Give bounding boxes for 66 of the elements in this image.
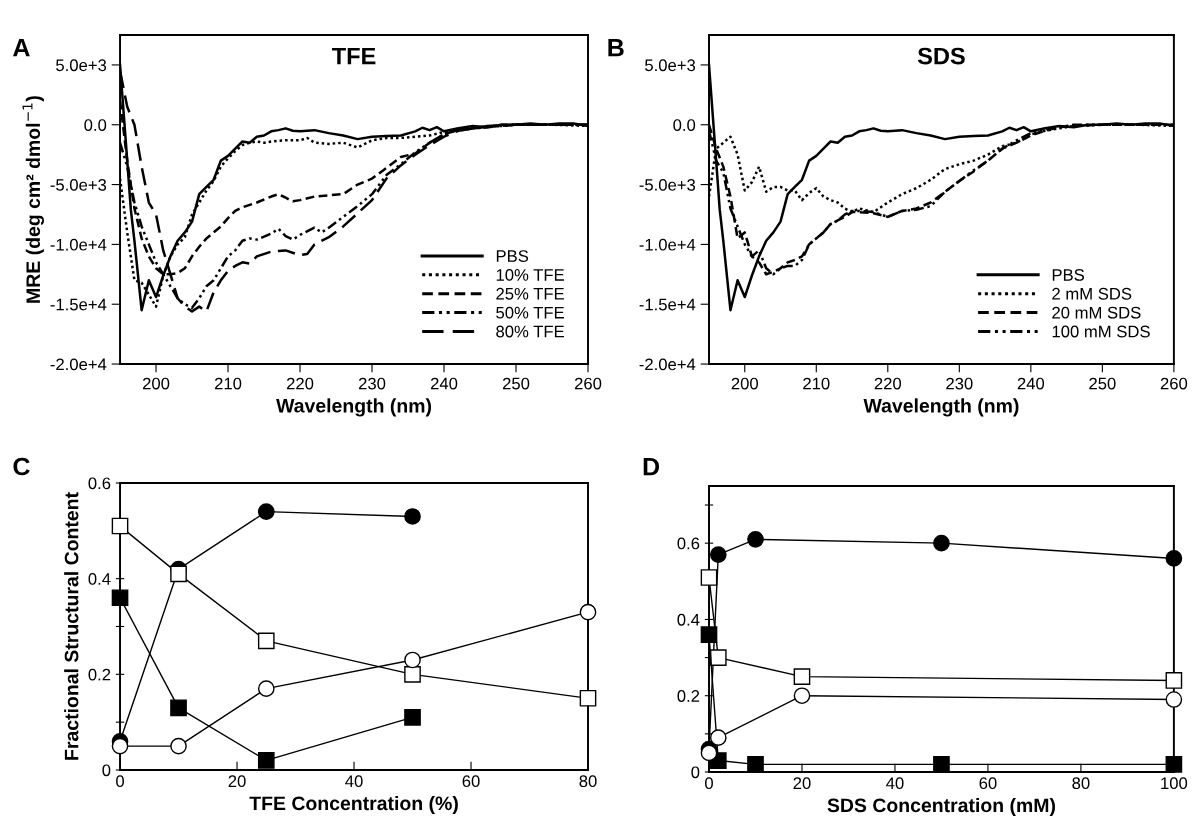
legend-label: PBS — [1052, 269, 1085, 281]
x-tick-label: 40 — [345, 775, 363, 788]
y-tick-label: 5.0e+3 — [56, 59, 107, 72]
chart-title: TFE — [331, 47, 376, 65]
y-axis-title: MRE (deg cm² dmol$^{−1}$) — [22, 96, 45, 303]
chart-title: SDS — [917, 47, 965, 65]
x-tick-label: 60 — [462, 775, 480, 788]
y-tick-label: -1.5e+4 — [50, 298, 107, 311]
y-tick-label: -5.0e+3 — [50, 178, 107, 191]
x-tick-label: 220 — [286, 377, 314, 390]
y-tick-label: 0.6 — [677, 537, 700, 550]
x-axis-title: Wavelength (nm) — [863, 398, 1019, 417]
x-axis-title: SDS Concentration (mM) — [827, 797, 1055, 817]
legend-label: 20 mM SDS — [1052, 306, 1141, 319]
x-tick-label: 240 — [1017, 377, 1045, 390]
x-tick-label: 200 — [731, 377, 759, 390]
x-tick-label: 260 — [1160, 377, 1188, 390]
text: B — [608, 39, 624, 57]
y-tick-label: 0.4 — [88, 573, 111, 585]
legend-label: PBS — [496, 250, 529, 262]
y-tick-label: -2.0e+4 — [50, 358, 107, 371]
y-tick-label: 0.6 — [88, 477, 111, 490]
y-tick-label: -2.0e+4 — [639, 358, 696, 371]
y-tick-label: -5.0e+3 — [639, 178, 696, 191]
x-tick-label: 100 — [1161, 777, 1188, 790]
x-tick-label: 0 — [116, 775, 125, 788]
x-tick-label: 250 — [1089, 377, 1116, 390]
x-tick-label: 200 — [142, 377, 170, 390]
legend-label: 2 mM SDS — [1052, 287, 1132, 300]
y-tick-label: -1.0e+4 — [639, 238, 696, 251]
y-tick-label: 0 — [102, 764, 111, 777]
x-tick-label: 240 — [430, 377, 458, 390]
legend-label: 10% TFE — [496, 269, 564, 281]
y-tick-label: 0.0 — [84, 119, 107, 131]
legend-label: 80% TFE — [496, 325, 564, 338]
text: D — [643, 458, 660, 476]
x-tick-label: 0 — [705, 777, 713, 790]
x-tick-label: 40 — [886, 777, 904, 790]
x-tick-label: 210 — [214, 377, 242, 390]
y-tick-label: 0.4 — [677, 613, 700, 626]
x-tick-label: 80 — [579, 775, 597, 788]
y-tick-label: -1.0e+4 — [50, 238, 107, 251]
x-tick-label: 230 — [358, 377, 386, 390]
y-tick-label: 0 — [691, 766, 700, 779]
legend-label: 100 mM SDS — [1052, 325, 1150, 338]
x-tick-label: 210 — [803, 377, 830, 390]
x-tick-label: 230 — [946, 377, 973, 390]
x-tick-label: 20 — [793, 777, 811, 790]
x-tick-label: 60 — [979, 777, 997, 790]
y-tick-label: 5.0e+3 — [645, 59, 696, 72]
x-tick-label: 260 — [574, 377, 602, 390]
x-tick-label: 20 — [228, 775, 246, 788]
x-tick-label: 220 — [874, 377, 902, 390]
y-axis-title: Fractional Structural Content — [64, 492, 79, 760]
y-tick-label: 0.0 — [673, 119, 696, 131]
x-axis-title: Wavelength (nm) — [276, 398, 432, 417]
text: C — [13, 457, 30, 476]
y-tick-label: -1.5e+4 — [639, 298, 696, 311]
legend-label: 50% TFE — [496, 306, 564, 319]
x-tick-label: 80 — [1072, 777, 1090, 790]
x-axis-title: TFE Concentration (%) — [249, 795, 458, 815]
x-tick-label: 250 — [502, 377, 530, 390]
text: A — [13, 39, 30, 57]
legend-label: 25% TFE — [496, 287, 564, 300]
y-tick-label: 0.2 — [677, 690, 700, 702]
y-tick-label: 0.2 — [88, 668, 111, 681]
